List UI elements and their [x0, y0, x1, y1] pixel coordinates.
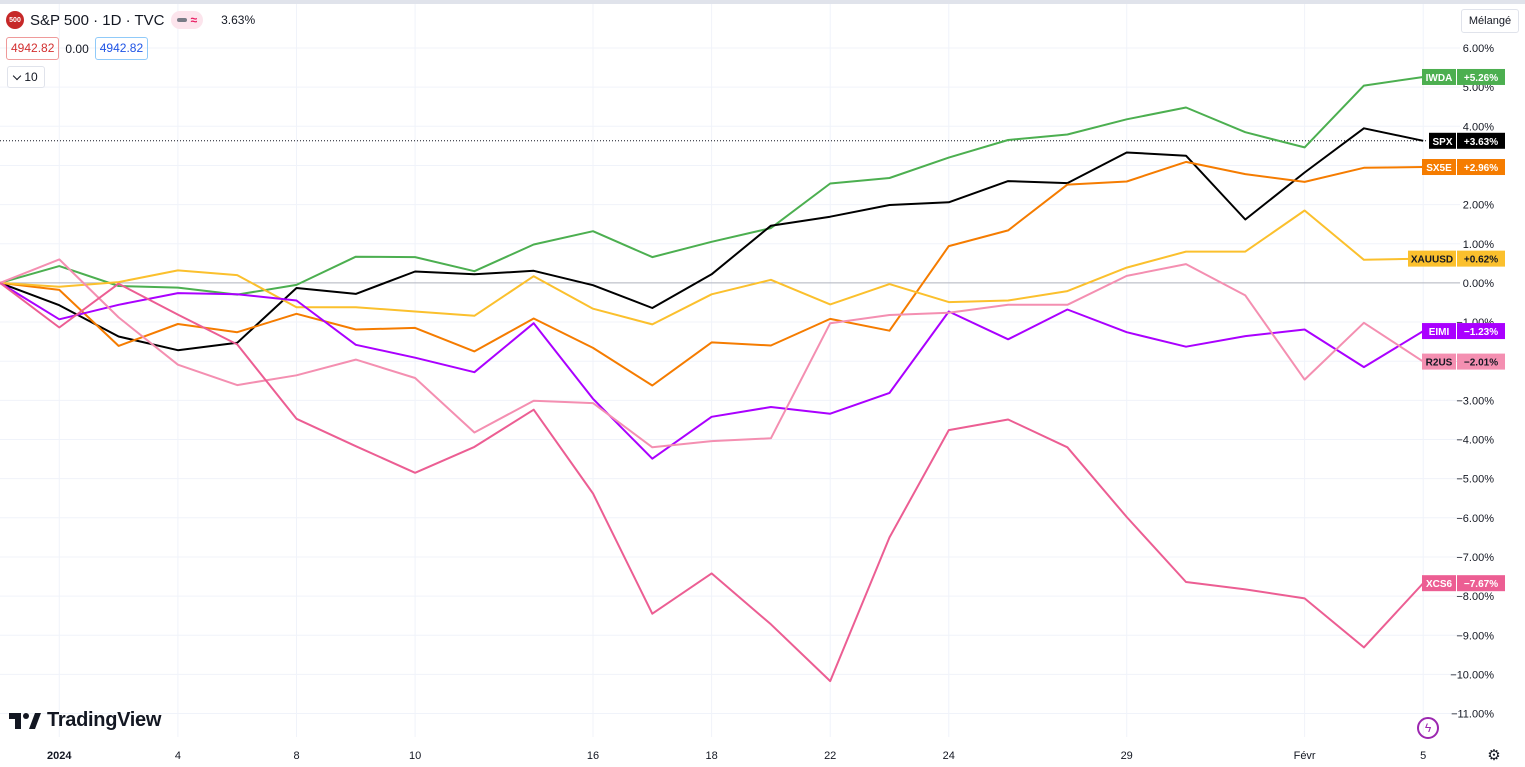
x-tick-label: 16 [587, 750, 599, 762]
gear-icon[interactable]: ⚙ [1487, 747, 1501, 764]
series-name-label: IWDA [1426, 73, 1453, 84]
x-tick-label: 10 [409, 750, 421, 762]
series-value-label: +3.63% [1464, 137, 1498, 148]
series-name-label: SPX [1432, 137, 1452, 148]
x-tick-label: 4 [175, 750, 181, 762]
y-tick-label: −4.00% [1456, 435, 1494, 447]
buy-price[interactable]: 4942.82 [94, 37, 149, 60]
series-value-label: −2.01% [1464, 358, 1498, 369]
series-name-label: EIMI [1429, 327, 1450, 338]
y-tick-label: −7.00% [1456, 552, 1494, 564]
series-line-sx5e[interactable] [0, 160, 1424, 387]
series-line-xauusd[interactable] [0, 209, 1424, 326]
scale-mode-button[interactable]: Mélangé [1461, 9, 1519, 33]
x-tick-label: 24 [943, 750, 955, 762]
series-value-label: −7.67% [1464, 579, 1498, 590]
series-name-tag [1408, 250, 1456, 267]
series-value-tag [1457, 159, 1505, 176]
compare-toggle[interactable]: ≈ [170, 11, 204, 29]
series-name-label: XAUUSD [1411, 255, 1453, 266]
series-name-label: XCS6 [1426, 579, 1453, 590]
tradingview-logo-icon [9, 712, 41, 729]
symbol-title[interactable]: S&P 500 · 1D · TVC [30, 11, 165, 29]
y-tick-label: −9.00% [1456, 630, 1494, 642]
series-value-tag [1457, 132, 1505, 149]
series-name-tag [1422, 68, 1456, 85]
series-name-tag [1422, 353, 1456, 370]
lightning-icon[interactable]: ϟ [1417, 717, 1439, 739]
tradingview-logo[interactable]: TradingView [9, 709, 161, 732]
series-value-tag [1457, 250, 1505, 267]
series-line-r2us[interactable] [0, 258, 1424, 449]
series-name-label: R2US [1426, 358, 1453, 369]
chart-header: 500 S&P 500 · 1D · TVC ≈ 3.63% [6, 10, 255, 30]
series-value-label: +2.96% [1464, 163, 1498, 174]
series-value-tag [1457, 353, 1505, 370]
x-tick-label: 5 [1420, 750, 1426, 762]
x-tick-label: 8 [293, 750, 299, 762]
legend-collapse-button[interactable]: 10 [7, 66, 45, 88]
chevron-down-icon [13, 71, 22, 80]
y-tick-label: 1.00% [1463, 239, 1494, 251]
y-tick-label: 6.00% [1463, 43, 1494, 55]
series-name-tag [1422, 323, 1456, 340]
x-tick-label: 18 [705, 750, 717, 762]
series-value-tag [1457, 575, 1505, 592]
x-tick-label: 29 [1121, 750, 1133, 762]
series-line-spx[interactable] [0, 127, 1424, 352]
scale-mode-label: Mélangé [1468, 15, 1512, 27]
spread-value: 0.00 [65, 41, 89, 56]
legend-count: 10 [24, 70, 38, 84]
series-name-label: SX5E [1426, 163, 1452, 174]
series-line-xcs6[interactable] [0, 282, 1424, 683]
series-name-tag [1422, 575, 1456, 592]
y-tick-label: 0.00% [1463, 278, 1494, 290]
series-name-tag [1422, 159, 1456, 176]
y-tick-label: −6.00% [1456, 513, 1494, 525]
y-tick-label: −8.00% [1456, 591, 1494, 603]
y-tick-label: −11.00% [1451, 709, 1494, 721]
series-value-label: +0.62% [1464, 255, 1498, 266]
y-tick-label: −5.00% [1456, 474, 1494, 486]
x-tick-label: 22 [824, 750, 836, 762]
sell-price[interactable]: 4942.82 [6, 37, 60, 60]
y-tick-label: 5.00% [1463, 82, 1494, 94]
series-value-tag [1457, 68, 1505, 85]
series-name-tag [1429, 132, 1456, 149]
top-border [0, 0, 1525, 4]
price-row: 4942.82 0.00 4942.82 [6, 37, 149, 60]
series-line-eimi[interactable] [0, 282, 1424, 460]
series-value-tag [1457, 323, 1505, 340]
y-tick-label: −10.00% [1450, 669, 1494, 681]
y-tick-label: −3.00% [1456, 395, 1494, 407]
approx-icon: ≈ [190, 13, 198, 27]
y-tick-label: 4.00% [1463, 121, 1494, 133]
change-percent: 3.63% [221, 13, 256, 27]
x-tick-label: 2024 [47, 750, 72, 762]
symbol-logo: 500 [6, 11, 24, 29]
series-value-label: −1.23% [1464, 327, 1498, 338]
hide-icon [176, 18, 187, 22]
series-value-label: +5.26% [1464, 73, 1498, 84]
y-tick-label: 2.00% [1463, 200, 1494, 212]
x-tick-label: Févr [1294, 750, 1316, 762]
tradingview-wordmark: TradingView [47, 709, 162, 731]
